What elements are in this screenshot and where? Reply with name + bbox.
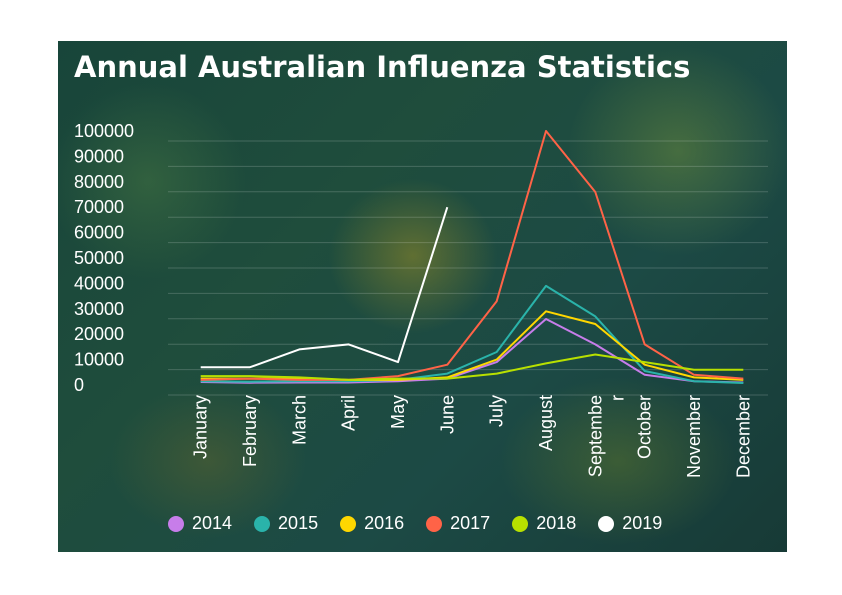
legend-item-2018[interactable]: 2018 <box>512 513 576 534</box>
x-tick-label: February <box>240 395 260 467</box>
y-tick-label: 50000 <box>74 248 124 268</box>
y-tick-label: 70000 <box>74 197 124 217</box>
svg-text:December: December <box>733 395 753 478</box>
svg-text:October: October <box>635 395 655 459</box>
svg-text:r: r <box>607 395 627 401</box>
x-tick-label: January <box>191 395 211 459</box>
legend: 2014 2015 2016 2017 2018 2019 <box>168 513 662 534</box>
x-tick-label: June <box>437 395 457 434</box>
legend-item-2019[interactable]: 2019 <box>598 513 662 534</box>
legend-label: 2016 <box>364 513 405 533</box>
svg-text:April: April <box>339 395 359 431</box>
y-tick-label: 60000 <box>74 223 124 243</box>
svg-text:July: July <box>487 395 507 427</box>
series-line-2018 <box>200 353 744 381</box>
svg-text:March: March <box>289 395 309 445</box>
gridlines <box>168 140 768 396</box>
legend-item-2015[interactable]: 2015 <box>254 513 318 534</box>
y-tick-label: 20000 <box>74 324 124 344</box>
svg-text:February: February <box>240 395 260 467</box>
line-chart-plot: 0 10000 20000 30000 40000 50000 60000 70000 8000… <box>74 121 768 478</box>
x-tick-label: March <box>289 395 309 445</box>
y-tick-label: 0 <box>74 375 84 395</box>
series-line-2016 <box>200 310 744 381</box>
legend-swatch <box>340 515 357 532</box>
legend-label: 2014 <box>192 513 233 533</box>
legend-item-2017[interactable]: 2017 <box>426 513 490 534</box>
y-tick-label: 100000 <box>74 121 134 141</box>
chart-title: Annual Australian Influenza Statistics <box>74 50 691 84</box>
x-tick-label: May <box>388 395 408 429</box>
series-line-2015 <box>200 284 744 384</box>
svg-text:January: January <box>191 395 211 459</box>
legend-item-2014[interactable]: 2014 <box>168 513 232 534</box>
y-tick-label: 40000 <box>74 273 124 293</box>
legend-swatch <box>598 515 615 532</box>
chart-card: Annual Australian Influenza Statistics 0… <box>58 41 787 552</box>
x-tick-label: Septembe r <box>585 395 627 477</box>
x-tick-label: October <box>635 395 655 459</box>
legend-item-2016[interactable]: 2016 <box>340 513 404 534</box>
svg-text:November: November <box>684 395 704 478</box>
series-line-2019 <box>200 206 449 369</box>
legend-label: 2015 <box>278 513 319 533</box>
y-tick-label: 30000 <box>74 299 124 319</box>
x-tick-label: April <box>339 395 359 431</box>
x-tick-label: August <box>536 395 556 451</box>
legend-label: 2019 <box>622 513 663 533</box>
series-lines <box>200 130 744 384</box>
x-tick-label: December <box>733 395 753 478</box>
y-axis-ticks: 0 10000 20000 30000 40000 50000 60000 70000 8000… <box>74 121 134 395</box>
svg-text:June: June <box>437 395 457 434</box>
y-tick-label: 80000 <box>74 172 124 192</box>
x-tick-label: July <box>487 395 507 427</box>
svg-text:May: May <box>388 395 408 429</box>
legend-label: 2018 <box>536 513 577 533</box>
y-tick-label: 10000 <box>74 350 124 370</box>
svg-text:Septembe: Septembe <box>585 395 605 477</box>
legend-swatch <box>426 515 443 532</box>
series-line-2014 <box>200 318 744 384</box>
legend-label: 2017 <box>450 513 491 533</box>
y-tick-label: 90000 <box>74 146 124 166</box>
legend-swatch <box>254 515 271 532</box>
x-axis-ticks: January February March April May June July Augu… <box>191 395 754 478</box>
x-tick-label: November <box>684 395 704 478</box>
legend-swatch <box>512 515 529 532</box>
svg-text:August: August <box>536 395 556 451</box>
legend-swatch <box>168 515 184 532</box>
series-line-2017 <box>200 130 744 381</box>
